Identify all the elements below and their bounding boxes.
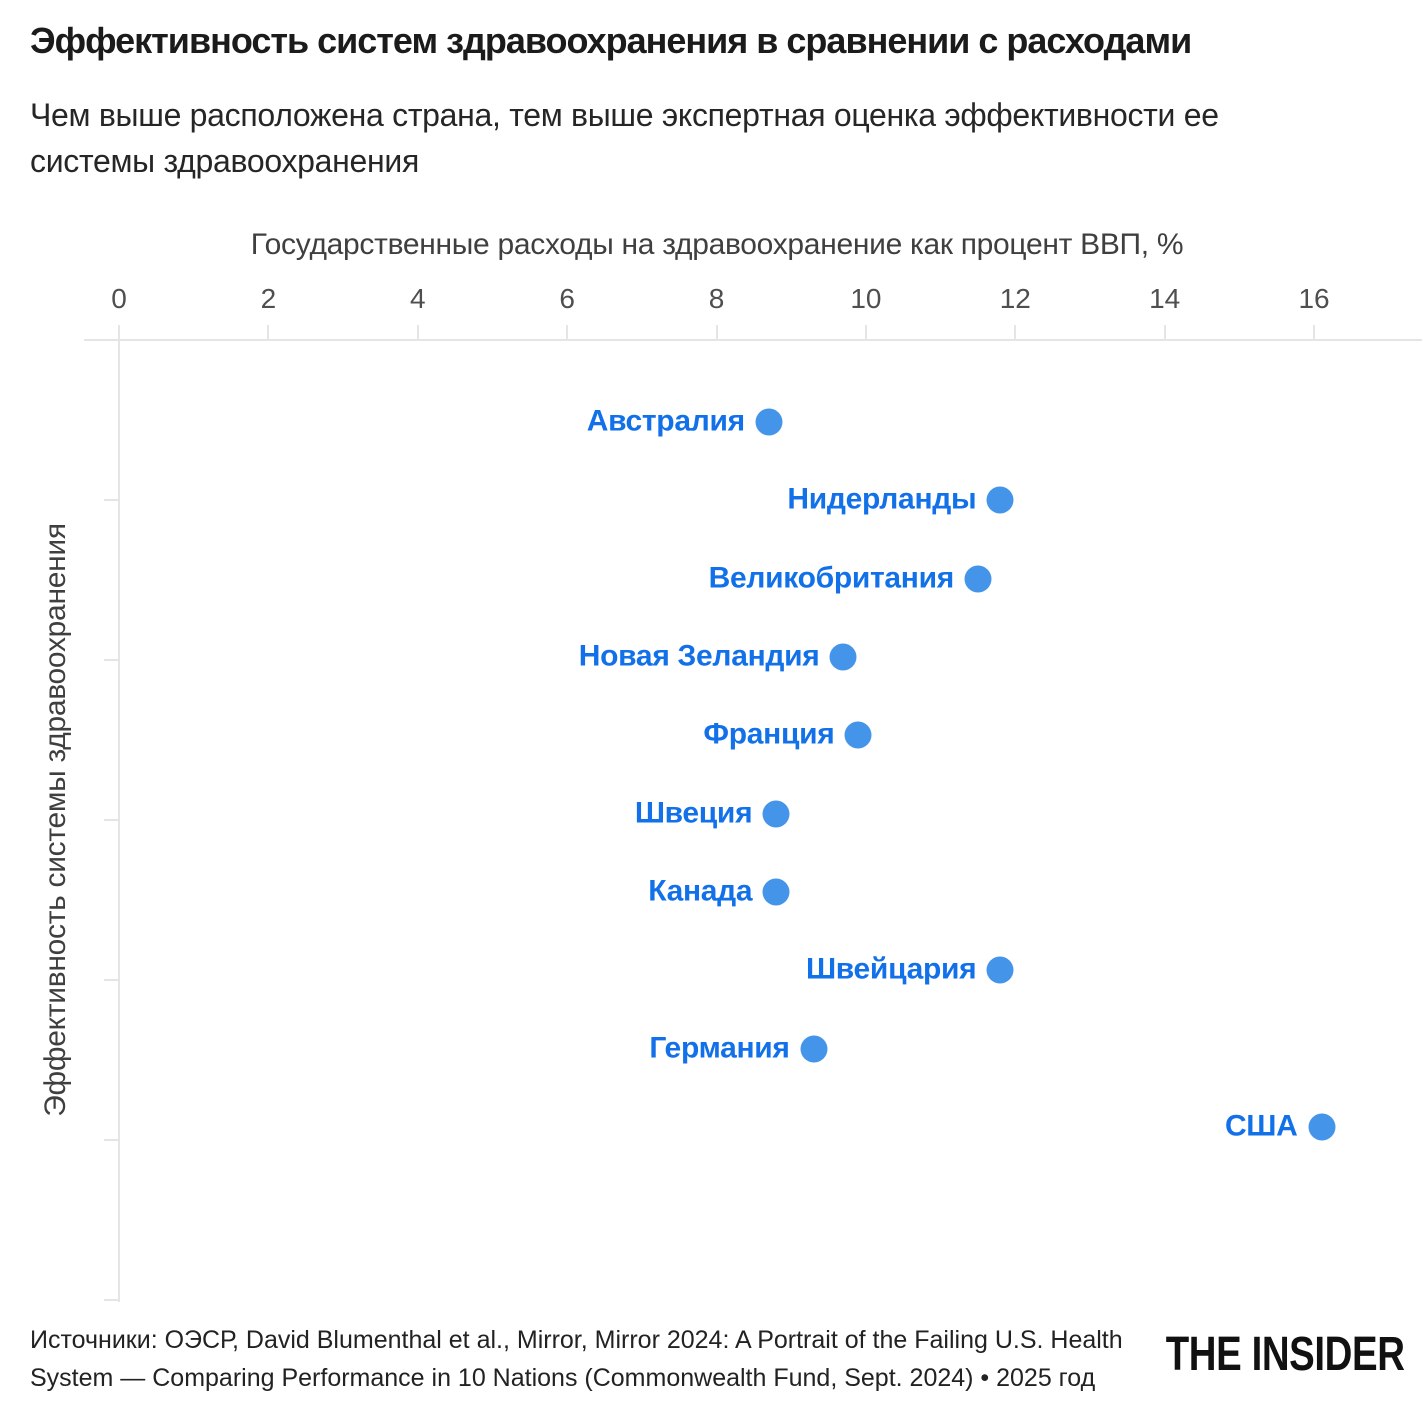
y-tick-mark xyxy=(104,819,118,821)
data-point-dot xyxy=(762,800,790,828)
data-point-dot xyxy=(986,956,1014,984)
data-point-label: Швейцария xyxy=(805,952,977,986)
x-tick-label: 6 xyxy=(559,283,575,314)
data-point-dot xyxy=(755,408,783,436)
data-point-label: Швеция xyxy=(634,796,753,830)
x-tick-mark xyxy=(416,325,419,339)
x-tick-mark xyxy=(1014,325,1017,339)
y-tick-mark xyxy=(104,979,118,981)
data-point-label: Австралия xyxy=(586,404,745,438)
y-tick-mark xyxy=(104,1139,118,1141)
data-point-label: Канада xyxy=(648,874,753,908)
x-axis-line xyxy=(84,339,1422,341)
data-point-dot xyxy=(964,565,992,593)
page-subtitle: Чем выше расположена страна, тем выше эк… xyxy=(30,97,1219,180)
data-point-label: Новая Зеландия xyxy=(578,639,820,673)
data-point-dot xyxy=(844,721,872,749)
y-tick-mark xyxy=(104,499,118,501)
x-tick-label: 12 xyxy=(999,283,1031,314)
x-tick-label: 14 xyxy=(1149,283,1181,314)
brand-logo: THE INSIDER xyxy=(1166,1328,1405,1381)
x-axis-title: Государственные расходы на здравоохранен… xyxy=(250,228,1184,261)
y-axis-title: Эффективность системы здравоохранения xyxy=(39,523,72,1117)
x-tick-label: 0 xyxy=(111,283,127,314)
x-tick-mark xyxy=(715,325,718,339)
data-point-dot xyxy=(986,486,1014,514)
data-point-label: Великобритания xyxy=(708,560,955,594)
x-tick-label: 16 xyxy=(1298,283,1330,314)
x-tick-mark xyxy=(1313,325,1316,339)
data-point-label: Франция xyxy=(703,717,835,751)
data-point-dot xyxy=(762,878,790,906)
x-tick-label: 10 xyxy=(850,283,882,314)
x-tick-label: 2 xyxy=(260,283,277,314)
x-tick-label: 8 xyxy=(708,283,725,314)
x-tick-mark xyxy=(267,325,270,339)
data-point-label: Нидерланды xyxy=(787,482,977,516)
x-tick-mark xyxy=(864,325,867,339)
data-point-label: США xyxy=(1224,1109,1298,1143)
data-point-dot xyxy=(829,643,857,671)
x-tick-mark xyxy=(118,325,120,339)
page-title: Эффективность систем здравоохранения в с… xyxy=(30,20,1192,61)
y-tick-mark xyxy=(104,1299,118,1301)
chart-area: Государственные расходы на здравоохранен… xyxy=(39,228,1422,1302)
data-point-dot xyxy=(800,1035,828,1063)
x-tick-mark xyxy=(1163,325,1166,339)
y-axis-line xyxy=(118,339,120,1302)
source-note: Источники: ОЭСР, David Blumenthal et al.… xyxy=(30,1326,1123,1392)
x-tick-mark xyxy=(566,325,569,339)
data-point-label: Германия xyxy=(649,1031,790,1065)
y-tick-mark xyxy=(104,659,118,661)
x-tick-label: 4 xyxy=(409,283,426,314)
data-point-dot xyxy=(1308,1113,1335,1141)
